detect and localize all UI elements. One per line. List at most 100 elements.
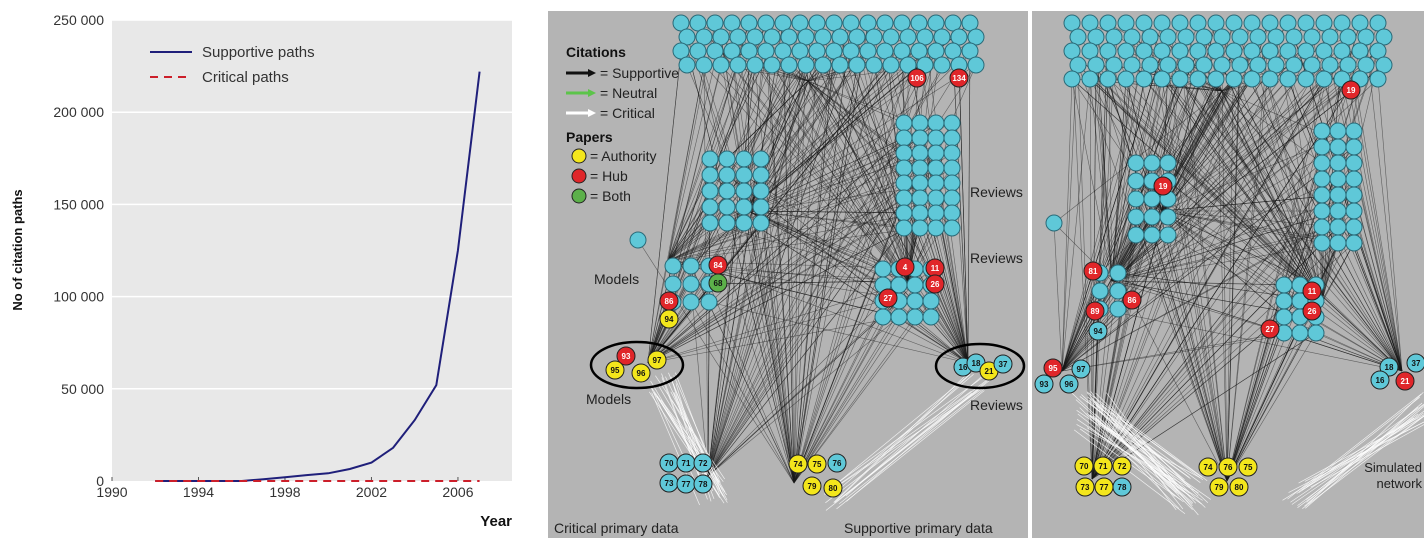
citation-edge (754, 64, 795, 484)
citation-edge (1061, 78, 1091, 372)
paper-node (682, 293, 700, 311)
paper-node (1261, 70, 1279, 88)
citation-edge (690, 283, 709, 477)
paper-node (729, 56, 747, 74)
citation-edge (1226, 50, 1271, 482)
citation-edge (1061, 36, 1079, 372)
paper-node (752, 214, 770, 232)
paper-node-label: 94 (1094, 327, 1103, 336)
citation-edge (1257, 64, 1403, 372)
paper-node-labeled (823, 478, 843, 498)
paper-node-labeled (1209, 477, 1229, 497)
paper-node-label: 93 (1040, 380, 1049, 389)
paper-legend-label: = Authority (590, 148, 657, 164)
critical-edge (839, 388, 985, 505)
citation-edge (1111, 64, 1241, 282)
paper-node (943, 114, 961, 132)
citation-edge (1226, 242, 1355, 482)
paper-node (718, 150, 736, 168)
simulated-label: network (1376, 476, 1422, 491)
citation-edge (782, 22, 795, 484)
paper-node (1329, 202, 1347, 220)
paper-node (911, 159, 929, 177)
citation-edge (1221, 64, 1323, 302)
critical-edge (1081, 394, 1174, 480)
paper-node (1307, 324, 1325, 342)
paper-node (1345, 154, 1363, 172)
models-label: Models (586, 391, 631, 407)
paper-node (664, 257, 682, 275)
citation-edge (707, 36, 875, 477)
citation-edge (958, 64, 969, 364)
paper-node (1345, 234, 1363, 252)
citation-edge (1061, 36, 1151, 372)
paper-node (1329, 122, 1347, 140)
critical-edge (1297, 410, 1424, 506)
citation-edge (1226, 332, 1317, 482)
citation-edge (747, 137, 905, 212)
citation-edge (1203, 64, 1403, 372)
paper-node (895, 219, 913, 237)
citation-edge (720, 64, 909, 282)
paper-node-labeled (1218, 457, 1238, 477)
paper-node (735, 166, 753, 184)
citation-edge (1179, 78, 1403, 372)
citation-edge (647, 300, 884, 364)
citation-edge (1071, 78, 1113, 282)
paper-node (746, 56, 764, 74)
critical-edge (1073, 429, 1186, 515)
paper-node (1345, 170, 1363, 188)
citation-edge (726, 80, 809, 160)
citation-edge (1091, 162, 1355, 480)
citation-edge (1111, 64, 1367, 282)
critical-edge (1076, 424, 1199, 494)
labeled-nodes: 19 19 81 86 89 94 11 26 27 95 97 93 96 18 37 16 21 70 71 72… (1034, 80, 1424, 497)
paper-node (1117, 70, 1135, 88)
citation-swatch-arrowhead (588, 109, 596, 117)
paper-node-label: 76 (1224, 463, 1233, 472)
paper-node-label: 37 (1412, 359, 1421, 368)
paper-node (1313, 138, 1331, 156)
citation-edge (1161, 22, 1325, 212)
citation-edge (1091, 210, 1355, 480)
paper-node-labeled (1302, 281, 1322, 301)
citation-edge (1226, 226, 1355, 482)
citation-edge (1197, 50, 1323, 302)
paper-node (895, 159, 913, 177)
critical-edge (1095, 417, 1186, 491)
critical-edge (825, 376, 992, 504)
paper-node-label: 96 (1065, 380, 1074, 389)
citation-edge (1077, 64, 1228, 482)
chart-legend: Supportive paths Critical paths (150, 44, 315, 86)
paper-node (927, 204, 945, 222)
citation-edge (1061, 64, 1187, 372)
paper-node-labeled (1075, 477, 1095, 497)
critical-edge (1086, 391, 1208, 482)
citation-edge (708, 265, 969, 364)
paper-node-label: 86 (665, 297, 674, 306)
paper-node (1189, 70, 1207, 88)
citation-edge (747, 210, 905, 229)
critical-edge (654, 393, 727, 496)
citation-edge (793, 36, 943, 484)
citation-edge (747, 64, 977, 212)
citation-edge (1091, 78, 1271, 480)
paper-node-label: 86 (1128, 296, 1137, 305)
paper-node (695, 56, 713, 74)
paper-node (943, 174, 961, 192)
paper-node (911, 189, 929, 207)
paper-node (797, 56, 815, 74)
paper-node-labeled (1395, 371, 1415, 391)
paper-node (874, 260, 892, 278)
network-legend: Citations = Supportive = Neutral = Critical… (566, 44, 679, 204)
critical-edge (833, 372, 969, 503)
paper-node (682, 275, 700, 293)
critical-edge (660, 399, 724, 482)
paper-node-label: 70 (665, 459, 674, 468)
paper-node (874, 308, 892, 326)
critical-edge (1302, 415, 1424, 509)
paper-node-labeled (1083, 261, 1103, 281)
legend-label: Supportive paths (202, 44, 315, 61)
paper-node-labeled (1122, 290, 1142, 310)
